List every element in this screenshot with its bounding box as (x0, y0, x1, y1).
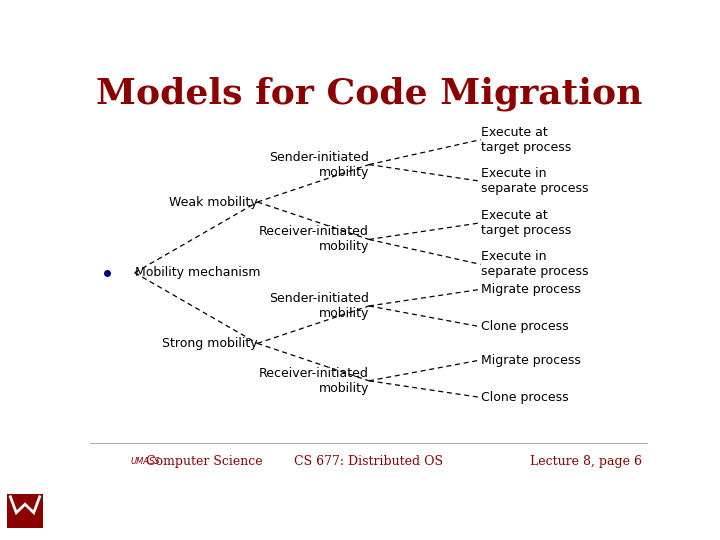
Text: Mobility mechanism: Mobility mechanism (135, 266, 260, 279)
Text: Weak mobility: Weak mobility (168, 195, 258, 208)
Text: Execute in
separate process: Execute in separate process (481, 167, 588, 195)
Text: Execute in
separate process: Execute in separate process (481, 251, 588, 279)
Text: Migrate process: Migrate process (481, 283, 580, 296)
Text: Models for Code Migration: Models for Code Migration (96, 77, 642, 111)
Bar (7, 494, 43, 528)
Text: Clone process: Clone process (481, 320, 568, 333)
Text: CS 677: Distributed OS: CS 677: Distributed OS (294, 455, 444, 468)
Text: Strong mobility: Strong mobility (162, 337, 258, 350)
Text: Lecture 8, page 6: Lecture 8, page 6 (531, 455, 642, 468)
Text: Computer Science: Computer Science (145, 455, 262, 468)
Text: Execute at
target process: Execute at target process (481, 209, 571, 237)
Text: Receiver-initiated
mobility: Receiver-initiated mobility (259, 225, 369, 253)
Text: Clone process: Clone process (481, 391, 568, 404)
Text: Sender-initiated
mobility: Sender-initiated mobility (269, 151, 369, 179)
Text: Sender-initiated
mobility: Sender-initiated mobility (269, 292, 369, 320)
Text: Receiver-initiated
mobility: Receiver-initiated mobility (259, 367, 369, 395)
Text: Execute at
target process: Execute at target process (481, 126, 571, 154)
Text: Migrate process: Migrate process (481, 354, 580, 367)
Text: UMASS: UMASS (130, 457, 160, 467)
